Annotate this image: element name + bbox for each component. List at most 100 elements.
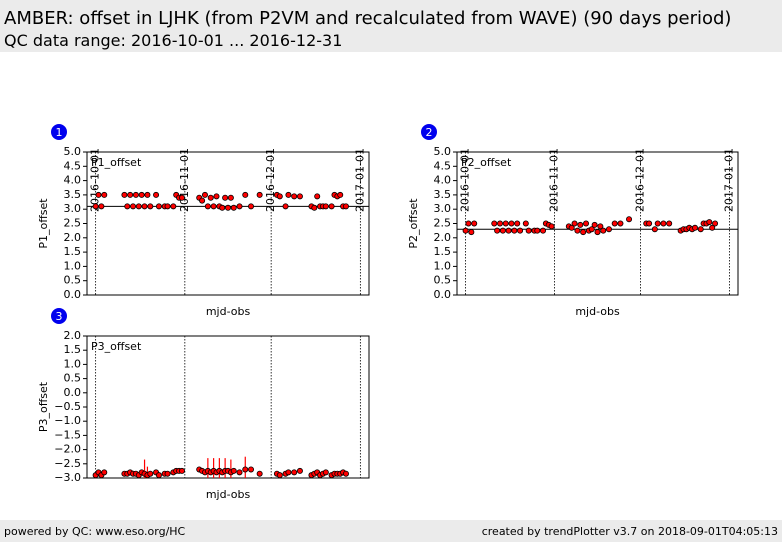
data-point <box>342 203 349 210</box>
plot-title: P1_offset <box>91 156 142 169</box>
data-point <box>199 197 206 204</box>
data-point <box>98 203 105 210</box>
data-point <box>594 229 601 236</box>
data-point <box>514 220 521 227</box>
data-point <box>462 227 469 234</box>
data-point <box>164 470 171 477</box>
data-point <box>494 227 501 234</box>
data-point <box>548 223 555 230</box>
date-label: 2016-11-01 <box>178 148 191 212</box>
y-tick-label: 1.0 <box>64 357 82 370</box>
plot-title: P3_offset <box>91 340 142 353</box>
data-point <box>626 216 633 223</box>
panel-label: 1 <box>56 126 63 139</box>
data-point <box>522 220 529 227</box>
page-subtitle: QC data range: 2016-10-01 ... 2016-12-31 <box>4 31 342 50</box>
data-point <box>135 203 142 210</box>
data-point <box>691 224 698 231</box>
data-point <box>291 193 298 200</box>
y-tick-label: 0.5 <box>64 372 82 385</box>
date-label: 2016-10-01 <box>89 148 102 212</box>
panel-badge <box>421 124 437 140</box>
data-point <box>580 229 587 236</box>
y-tick-label: 0.5 <box>434 274 452 287</box>
data-point <box>499 227 506 234</box>
data-point <box>296 467 303 474</box>
y-tick-label: −3.0 <box>54 471 81 484</box>
data-point <box>508 220 515 227</box>
y-tick-label: 2.0 <box>64 329 82 342</box>
y-tick-label: 0.0 <box>64 386 82 399</box>
data-point <box>600 227 607 234</box>
data-point <box>712 220 719 227</box>
y-tick-label: 3.5 <box>434 188 452 201</box>
y-tick-label: −0.5 <box>54 400 81 413</box>
y-tick-label: 3.0 <box>434 202 452 215</box>
data-point <box>144 191 151 198</box>
data-point <box>709 224 716 231</box>
header-bar <box>0 0 782 52</box>
date-label: 2016-10-01 <box>459 148 472 212</box>
y-tick-label: 2.5 <box>64 217 82 230</box>
y-tick-label: 1.0 <box>434 259 452 272</box>
data-point <box>248 203 255 210</box>
data-point <box>660 220 667 227</box>
data-point <box>201 191 208 198</box>
data-point <box>230 467 237 474</box>
data-point <box>248 466 255 473</box>
data-point <box>666 220 673 227</box>
data-point <box>611 220 618 227</box>
y-tick-label: 2.0 <box>64 231 82 244</box>
data-point <box>92 203 99 210</box>
data-point <box>121 191 128 198</box>
data-point <box>577 221 584 228</box>
y-tick-label: 5.0 <box>434 145 452 158</box>
data-point <box>517 227 524 234</box>
date-label: 2016-11-01 <box>547 148 560 212</box>
footer-bar <box>0 520 782 542</box>
y-axis-label: P1_offset <box>37 198 50 249</box>
data-point <box>491 220 498 227</box>
data-point <box>170 203 177 210</box>
data-point <box>127 191 134 198</box>
panel-label: 2 <box>426 126 433 139</box>
data-point <box>697 226 704 233</box>
y-tick-label: 5.0 <box>64 145 82 158</box>
data-point <box>511 227 518 234</box>
y-tick-label: −2.0 <box>54 443 81 456</box>
data-point <box>236 203 243 210</box>
data-point <box>155 203 162 210</box>
data-point <box>95 191 102 198</box>
data-point <box>124 203 131 210</box>
y-tick-label: 0.0 <box>64 288 82 301</box>
data-point <box>465 220 472 227</box>
data-point <box>178 467 185 474</box>
data-point <box>525 227 532 234</box>
data-point <box>291 469 298 476</box>
data-point <box>534 227 541 234</box>
data-point <box>591 221 598 228</box>
data-point <box>147 470 154 477</box>
data-point <box>230 204 237 211</box>
y-tick-label: 1.0 <box>64 259 82 272</box>
data-point <box>256 191 263 198</box>
data-point <box>296 193 303 200</box>
data-point <box>605 226 612 233</box>
data-point <box>155 472 162 479</box>
y-axis-label: P2_offset <box>407 198 420 249</box>
data-point <box>204 203 211 210</box>
data-point <box>224 204 231 211</box>
data-point <box>505 227 512 234</box>
data-point <box>571 220 578 227</box>
data-point <box>282 203 289 210</box>
data-point <box>597 223 604 230</box>
data-point <box>222 194 229 201</box>
data-point <box>138 191 145 198</box>
y-tick-label: 0.5 <box>64 274 82 287</box>
date-label: 2017-01-01 <box>353 148 366 212</box>
data-point <box>342 470 349 477</box>
panel-label: 3 <box>56 310 63 323</box>
y-axis-label: P3_offset <box>37 381 50 432</box>
data-point <box>322 469 329 476</box>
